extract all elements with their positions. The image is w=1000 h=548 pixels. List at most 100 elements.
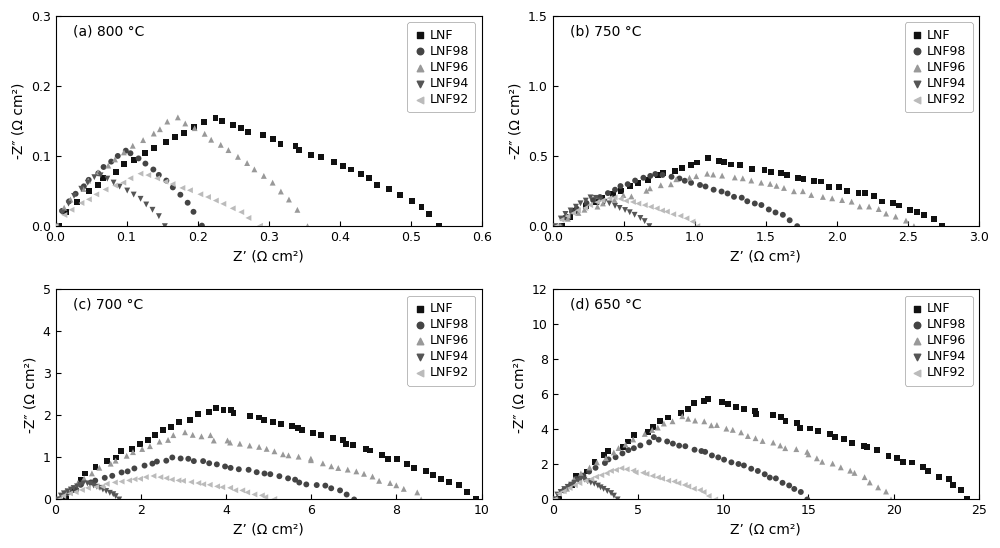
Point <box>114 468 130 477</box>
Point <box>361 174 377 182</box>
Point <box>332 486 348 495</box>
Point <box>736 404 752 413</box>
Point <box>613 464 629 472</box>
Point <box>680 404 696 413</box>
Point <box>92 483 108 492</box>
Point <box>281 195 297 204</box>
Point <box>208 403 224 412</box>
Point <box>711 157 727 165</box>
Point <box>132 475 148 483</box>
Point <box>256 416 272 425</box>
Point <box>778 417 794 426</box>
Point <box>714 187 730 196</box>
Point <box>81 195 97 204</box>
Point <box>842 466 858 475</box>
Point <box>256 172 272 180</box>
Point <box>747 407 763 415</box>
Point <box>76 182 92 191</box>
Point <box>86 173 102 181</box>
Point <box>588 193 604 202</box>
Point <box>599 487 615 495</box>
Point <box>762 473 778 482</box>
Point <box>638 470 654 478</box>
Point <box>369 181 385 190</box>
Point <box>696 488 712 496</box>
Point <box>674 164 690 173</box>
Point <box>76 474 92 483</box>
Point <box>265 178 281 187</box>
Point <box>68 488 84 496</box>
Point <box>885 198 901 207</box>
Point <box>735 174 751 182</box>
Point <box>158 138 174 146</box>
Point <box>215 406 231 414</box>
Point <box>632 214 648 222</box>
Point <box>625 466 641 475</box>
Point <box>689 158 705 167</box>
Point <box>546 495 562 504</box>
Point <box>239 488 255 496</box>
Point <box>280 474 296 483</box>
Legend: LNF, LNF98, LNF96, LNF94, LNF92: LNF, LNF98, LNF96, LNF94, LNF92 <box>407 296 475 386</box>
Point <box>612 203 628 212</box>
Point <box>606 448 622 457</box>
Point <box>728 402 744 411</box>
Point <box>614 449 630 458</box>
Point <box>56 210 72 219</box>
Point <box>232 439 248 448</box>
Point <box>844 438 860 447</box>
Point <box>641 438 657 447</box>
Point <box>214 117 230 125</box>
Point <box>697 448 713 456</box>
Point <box>671 441 687 450</box>
Point <box>335 161 351 170</box>
Point <box>160 436 176 444</box>
Point <box>418 467 434 476</box>
Point <box>593 483 609 492</box>
Point <box>251 413 267 422</box>
Point <box>560 214 576 223</box>
Point <box>723 458 739 467</box>
Point <box>406 464 422 472</box>
Point <box>174 184 190 192</box>
Point <box>594 193 610 202</box>
Text: (a) 800 °C: (a) 800 °C <box>73 25 144 38</box>
Point <box>358 445 374 454</box>
Point <box>959 495 975 504</box>
Point <box>144 206 160 214</box>
Point <box>686 398 702 407</box>
Point <box>165 431 181 439</box>
Point <box>827 433 843 442</box>
Point <box>575 471 591 480</box>
Point <box>177 428 193 437</box>
Point <box>665 417 681 426</box>
Point <box>573 469 589 478</box>
Point <box>601 199 617 208</box>
Point <box>90 181 106 190</box>
Point <box>220 146 236 155</box>
Point <box>705 170 721 179</box>
Point <box>421 210 437 219</box>
Point <box>582 201 598 209</box>
Point <box>562 213 578 221</box>
Point <box>578 476 594 485</box>
Point <box>756 165 772 174</box>
Point <box>773 413 789 422</box>
Point <box>75 185 91 193</box>
Point <box>707 495 723 504</box>
Point <box>734 193 750 202</box>
Point <box>273 187 289 196</box>
Point <box>642 184 658 193</box>
Point <box>77 469 93 478</box>
Point <box>620 446 636 454</box>
Point <box>596 484 612 493</box>
Point <box>568 472 584 481</box>
Point <box>871 204 887 213</box>
Point <box>107 181 123 190</box>
Point <box>202 431 218 439</box>
Point <box>255 131 271 140</box>
Point <box>451 481 467 490</box>
Point <box>583 478 599 487</box>
Point <box>113 447 129 455</box>
Point <box>172 190 188 199</box>
